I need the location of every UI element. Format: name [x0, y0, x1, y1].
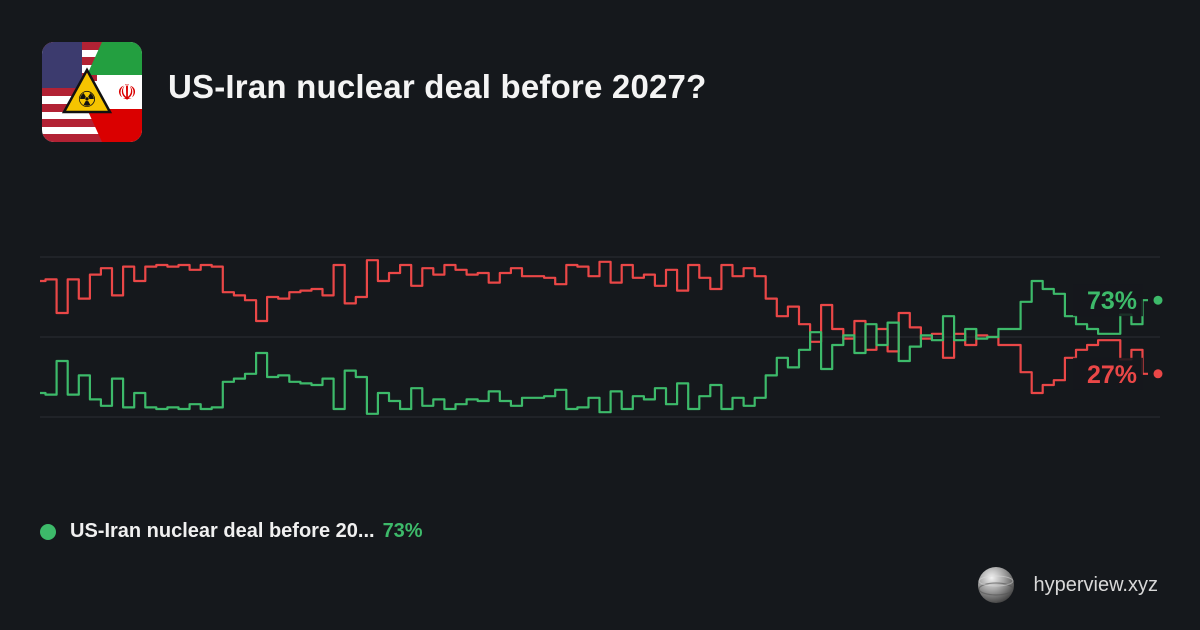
- legend-label: US-Iran nuclear deal before 20...: [70, 520, 375, 542]
- end-label-yes: 73%: [1087, 287, 1137, 315]
- legend-dot-icon: [40, 523, 56, 540]
- legend-value: 73%: [382, 520, 423, 542]
- page-title: US-Iran nuclear deal before 2027?: [168, 68, 707, 105]
- series-line-no: [40, 259, 1148, 395]
- series-end-dot-yes: [1153, 295, 1163, 305]
- us-iran-flag-radiation-icon: ☫ ☢: [42, 42, 142, 142]
- hyperview-sphere-icon: [977, 567, 1014, 603]
- legend: US-Iran nuclear deal before 20... 73%: [40, 520, 423, 543]
- series-line-yes: [40, 279, 1148, 415]
- svg-text:☢: ☢: [77, 88, 97, 113]
- series-end-dot-no: [1153, 369, 1163, 379]
- end-label-bg-no: [1073, 357, 1143, 390]
- svg-text:☫: ☫: [117, 81, 137, 106]
- brand-name: hyperview.xyz: [1033, 573, 1159, 596]
- end-label-no: 27%: [1087, 361, 1137, 389]
- end-label-bg-yes: [1073, 284, 1143, 317]
- brand[interactable]: hyperview.xyz: [976, 565, 1159, 605]
